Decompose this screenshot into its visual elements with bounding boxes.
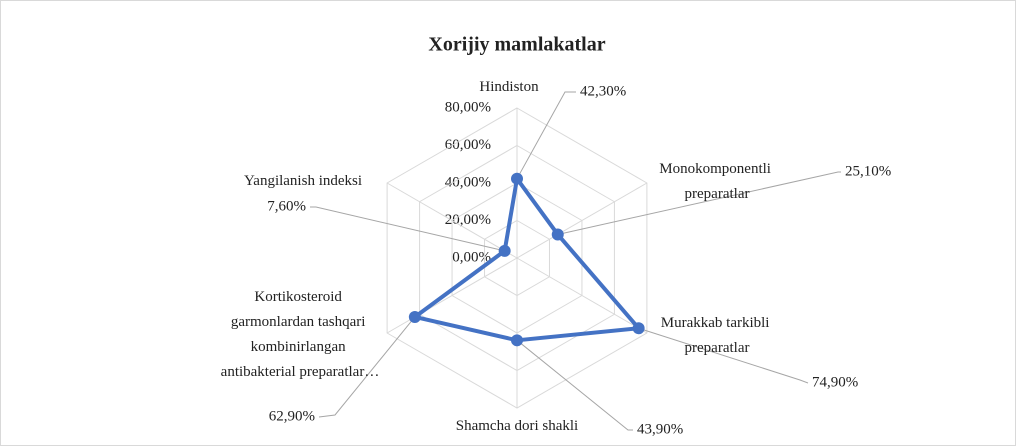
category-label: Murakkab tarkibli preparatlar	[661, 315, 773, 356]
category-label: Monokomponentli preparatlar	[659, 161, 774, 202]
radar-marker	[408, 310, 421, 323]
leader-line	[516, 339, 633, 431]
leader-line	[310, 206, 505, 252]
category-label: Yangilanish indeksi	[244, 173, 362, 189]
radar-marker	[632, 322, 645, 335]
r-tick-label: 40,00%	[445, 174, 491, 190]
value-label: 43,90%	[637, 421, 683, 437]
radar-marker	[511, 334, 523, 347]
radar-marker	[511, 172, 523, 185]
spoke	[516, 257, 648, 334]
spoke	[386, 257, 518, 334]
chart-title: Xorijiy mamlakatlar	[428, 34, 605, 56]
value-label: 7,60%	[267, 198, 306, 214]
r-tick-label: 0,00%	[452, 249, 491, 265]
radar-marker	[551, 228, 564, 241]
radar-marker	[498, 244, 511, 257]
r-tick-label: 80,00%	[445, 99, 491, 115]
value-label: 74,90%	[812, 374, 858, 390]
leader-line	[516, 91, 576, 179]
category-label: Shamcha dori shakli	[456, 418, 578, 434]
value-label: 62,90%	[269, 408, 315, 424]
spoke	[386, 182, 518, 259]
value-label: 25,10%	[845, 163, 891, 179]
r-tick-label: 20,00%	[445, 212, 491, 228]
value-label: 42,30%	[580, 83, 626, 99]
leader-line	[318, 316, 416, 418]
leader-line	[638, 327, 809, 384]
r-tick-label: 60,00%	[445, 137, 491, 153]
leader-line	[557, 171, 841, 235]
spoke	[516, 182, 648, 259]
category-label: Kortikosteroid garmonlardan tashqari kom…	[221, 289, 380, 380]
category-label: Hindiston	[479, 79, 539, 95]
